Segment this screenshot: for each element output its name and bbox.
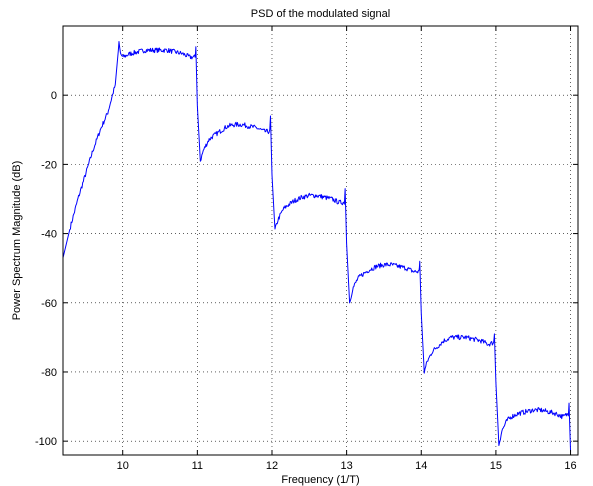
y-tick-label: -100 — [35, 436, 57, 448]
psd-series-line — [62, 41, 572, 452]
x-tick-label: 14 — [415, 460, 427, 472]
y-tick-label: -60 — [41, 298, 57, 310]
x-tick-label: 16 — [564, 460, 576, 472]
chart-title: PSD of the modulated signal — [251, 8, 390, 20]
y-tick-label: -20 — [41, 159, 57, 171]
x-axis-label: Frequency (1/T) — [281, 474, 359, 486]
x-tick-label: 12 — [266, 460, 278, 472]
x-tick-label: 11 — [192, 460, 203, 472]
x-tick-label: 15 — [490, 460, 502, 472]
y-axis-label: Power Spectrum Magnitude (dB) — [11, 161, 23, 321]
y-tick-label: -40 — [41, 229, 57, 241]
x-tick-label: 13 — [340, 460, 352, 472]
y-tick-label: 0 — [51, 90, 57, 102]
plot-frame — [62, 25, 579, 456]
axis-ticks — [63, 26, 578, 455]
y-tick-label: -80 — [41, 367, 57, 379]
x-tick-label: 10 — [117, 460, 129, 472]
